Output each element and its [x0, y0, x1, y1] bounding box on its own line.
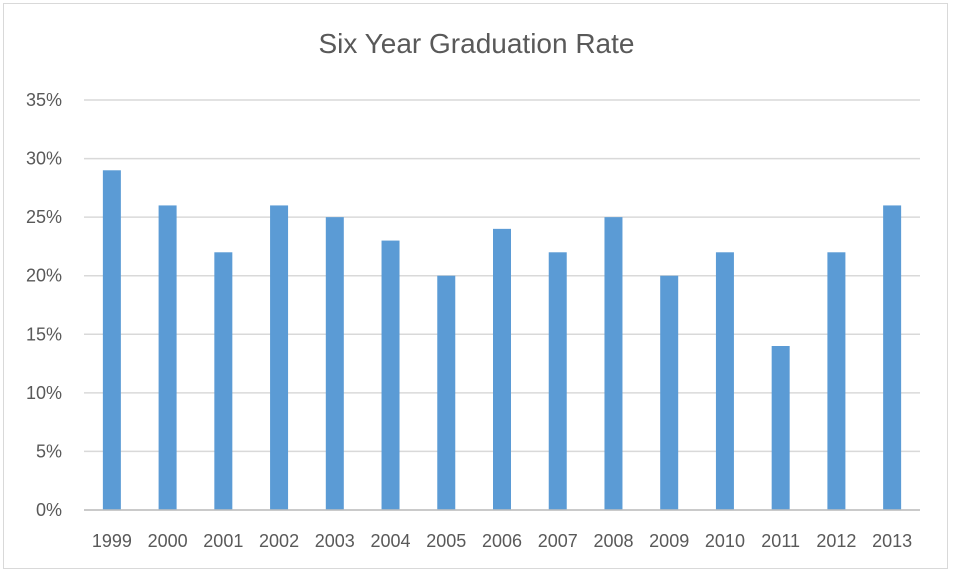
x-tick-label: 2006: [482, 531, 522, 551]
bar-2001: [214, 252, 233, 511]
x-tick-label: 2004: [371, 531, 411, 551]
y-tick-label: 35%: [26, 90, 62, 110]
x-tick-label: 2003: [315, 531, 355, 551]
x-tick-label: 2012: [816, 531, 856, 551]
y-tick-label: 5%: [36, 441, 62, 461]
x-tick-label: 2013: [872, 531, 912, 551]
y-tick-label: 10%: [26, 383, 62, 403]
bar-2009: [660, 275, 679, 510]
x-tick-label: 2010: [705, 531, 745, 551]
bar-2003: [325, 217, 344, 510]
y-tick-label: 15%: [26, 324, 62, 344]
bar-2010: [715, 252, 734, 511]
x-tick-label: 1999: [92, 531, 132, 551]
x-tick-label: 2002: [259, 531, 299, 551]
bar-2011: [771, 346, 790, 510]
x-tick-label: 2008: [593, 531, 633, 551]
chart-title: Six Year Graduation Rate: [318, 28, 635, 59]
bar-2005: [437, 275, 456, 510]
bar-2006: [493, 228, 511, 510]
y-tick-label: 20%: [26, 266, 62, 286]
bar-1999: [102, 170, 121, 511]
x-tick-label: 2009: [649, 531, 689, 551]
bar-2008: [604, 217, 623, 510]
bar-2002: [270, 205, 289, 510]
y-tick-label: 0%: [36, 500, 62, 520]
bar-2004: [381, 240, 400, 511]
y-tick-label: 25%: [26, 207, 62, 227]
x-tick-label: 2000: [148, 531, 188, 551]
x-tick-label: 2011: [761, 531, 800, 551]
x-tick-label: 2007: [538, 531, 578, 551]
x-tick-label: 2005: [426, 531, 466, 551]
x-tick-label: 2001: [203, 531, 243, 551]
bar-2012: [827, 252, 846, 511]
bar-2013: [883, 205, 902, 510]
bar-2007: [548, 252, 567, 511]
bar-2000: [158, 205, 177, 510]
y-tick-label: 30%: [26, 149, 62, 169]
